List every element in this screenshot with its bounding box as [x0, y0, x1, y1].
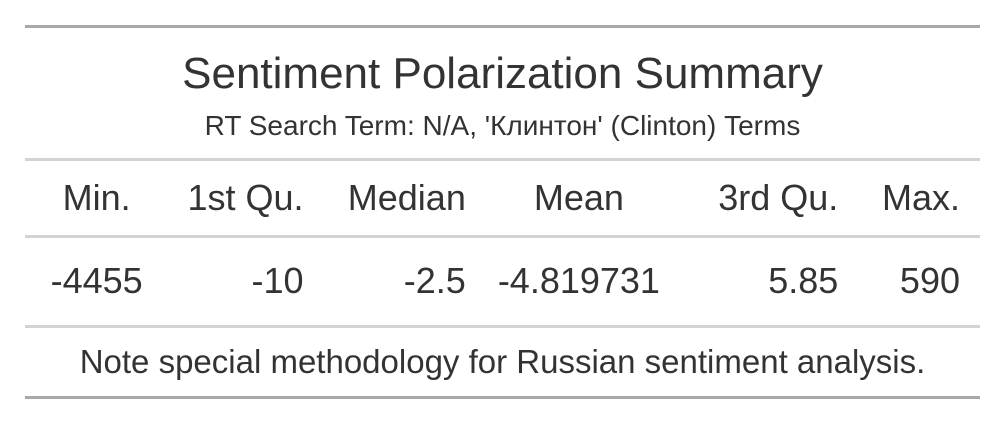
column-header-mean: Mean: [473, 161, 684, 238]
cell-max: 590: [846, 236, 980, 328]
column-header-median: Median: [311, 161, 474, 238]
summary-table: Min. 1st Qu. Median Mean 3rd Qu. Max. -4…: [25, 161, 980, 328]
table-row: -4455 -10 -2.5 -4.819731 5.85 590: [25, 236, 980, 328]
column-header-3rd-qu: 3rd Qu.: [683, 161, 847, 238]
summary-table-container: Sentiment Polarization Summary RT Search…: [25, 25, 980, 399]
table-title: Sentiment Polarization Summary: [182, 49, 823, 98]
column-header-min: Min.: [25, 161, 169, 238]
cell-mean: -4.819731: [473, 236, 684, 328]
column-header-max: Max.: [846, 161, 980, 238]
heading-rule: [25, 158, 980, 161]
top-rule: [25, 25, 980, 28]
table-subtitle: RT Search Term: N/A, 'Клинтон' (Clinton)…: [204, 110, 801, 141]
cell-1st-qu: -10: [168, 236, 312, 328]
column-header-1st-qu: 1st Qu.: [168, 161, 312, 238]
bottom-rule: [25, 395, 980, 399]
header-row: Min. 1st Qu. Median Mean 3rd Qu. Max.: [25, 161, 980, 238]
cell-min: -4455: [25, 236, 169, 328]
table-footnote: Note special methodology for Russian sen…: [79, 342, 926, 380]
cell-median: -2.5: [311, 236, 474, 328]
cell-3rd-qu: 5.85: [683, 236, 847, 328]
